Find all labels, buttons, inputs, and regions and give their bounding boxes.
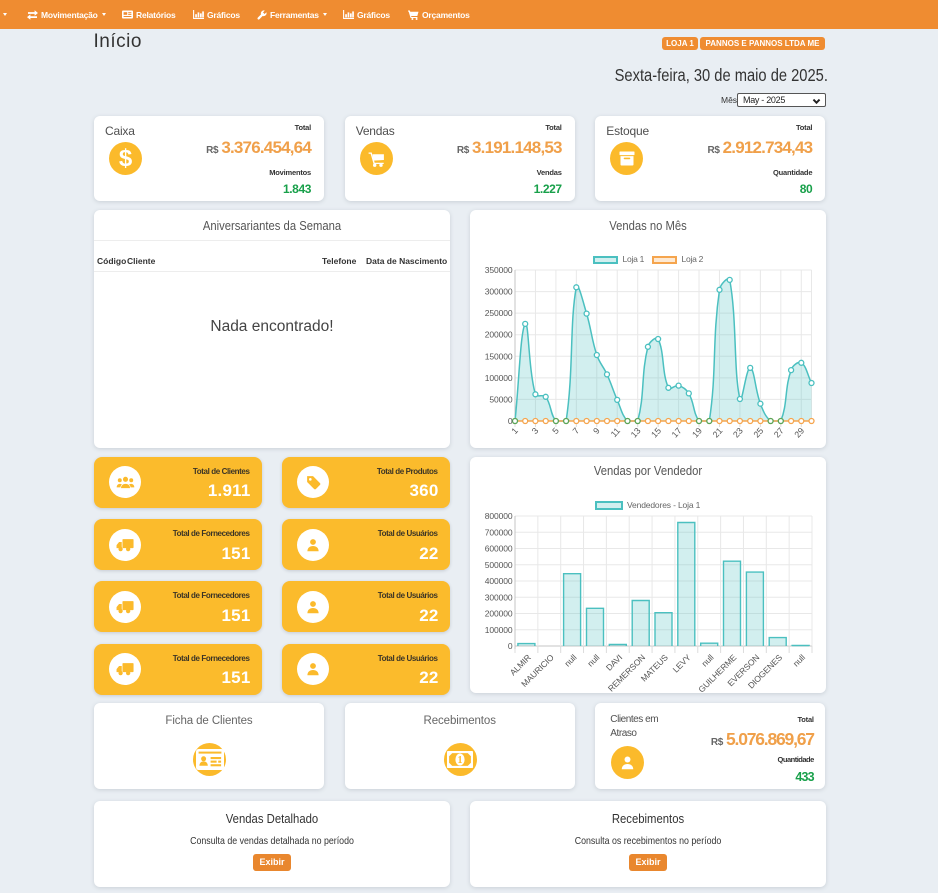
svg-text:700000: 700000	[485, 527, 513, 537]
svg-text:13: 13	[629, 426, 643, 440]
svg-text:1: 1	[509, 426, 520, 436]
svg-text:150000: 150000	[485, 351, 513, 361]
svg-text:1: 1	[458, 755, 463, 766]
svg-text:27: 27	[772, 426, 786, 440]
svg-text:25: 25	[751, 426, 765, 440]
svg-text:9: 9	[591, 426, 602, 436]
svg-text:11: 11	[609, 426, 623, 440]
svg-text:null: null	[562, 652, 578, 668]
svg-text:null: null	[585, 652, 601, 668]
svg-text:400000: 400000	[485, 576, 513, 586]
svg-text:800000: 800000	[485, 511, 513, 521]
svg-text:15: 15	[649, 426, 663, 440]
svg-text:5: 5	[550, 426, 561, 436]
svg-text:19: 19	[690, 426, 704, 440]
svg-text:0: 0	[508, 416, 513, 426]
svg-text:50000: 50000	[489, 394, 513, 404]
svg-text:17: 17	[670, 426, 684, 440]
svg-text:null: null	[699, 652, 715, 668]
svg-text:300000: 300000	[485, 592, 513, 602]
svg-text:null: null	[791, 652, 807, 668]
svg-text:100000: 100000	[485, 625, 513, 635]
svg-text:300000: 300000	[485, 287, 513, 297]
svg-text:23: 23	[731, 426, 745, 440]
svg-text:600000: 600000	[485, 544, 513, 554]
svg-text:7: 7	[571, 426, 582, 436]
svg-text:200000: 200000	[485, 330, 513, 340]
svg-text:DAVI: DAVI	[604, 652, 624, 672]
svg-text:3: 3	[530, 426, 541, 436]
svg-text:100000: 100000	[485, 373, 513, 383]
svg-text:LEVY: LEVY	[671, 652, 693, 674]
svg-text:350000: 350000	[485, 265, 513, 275]
svg-text:0: 0	[508, 641, 513, 651]
svg-text:200000: 200000	[485, 609, 513, 619]
svg-text:29: 29	[792, 426, 806, 440]
svg-text:250000: 250000	[485, 308, 513, 318]
svg-text:500000: 500000	[485, 560, 513, 570]
svg-text:21: 21	[710, 426, 724, 440]
